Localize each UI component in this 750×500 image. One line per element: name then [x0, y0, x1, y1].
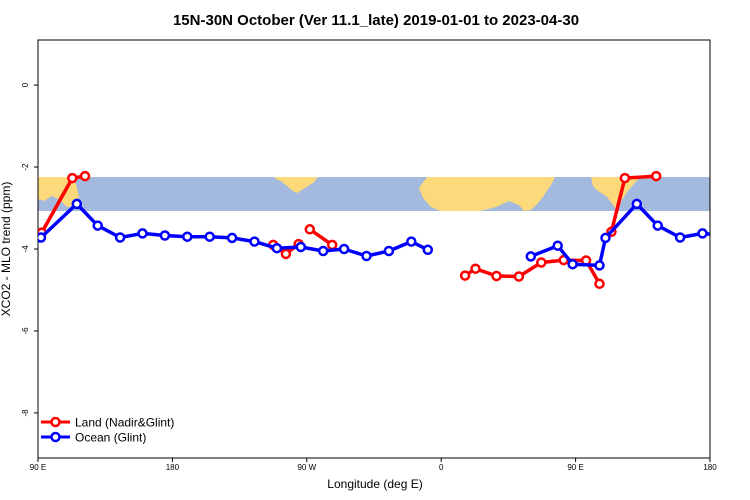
series-ocean-point — [422, 244, 434, 256]
series-ocean-point — [674, 232, 686, 243]
series-ocean-point — [600, 232, 611, 244]
x-tick-label: 0 — [439, 463, 444, 472]
series-ocean-point — [204, 231, 215, 242]
series-ocean-point — [552, 240, 563, 251]
x-axis-label: Longitude (deg E) — [327, 477, 422, 491]
plot-frame — [37, 39, 711, 459]
map-land-north-america — [274, 177, 318, 193]
legend: Land (Nadir&Glint) Ocean (Glint) — [41, 416, 174, 445]
legend-ocean-marker — [50, 431, 61, 443]
y-axis: 0 -2 -4 -6 -8 — [21, 82, 38, 416]
series-ocean-point — [652, 220, 663, 231]
series-ocean-point — [697, 228, 708, 239]
series-ocean-point — [317, 245, 329, 257]
series-ocean-point — [271, 242, 283, 254]
y-tick-label: 0 — [21, 82, 30, 87]
map-land-india — [591, 177, 640, 208]
series-ocean-point — [71, 198, 83, 210]
y-tick-label: -4 — [21, 245, 30, 253]
legend-ocean-label: Ocean (Glint) — [75, 431, 146, 445]
series-land-point — [326, 239, 338, 251]
x-tick-label: 90 E — [567, 463, 583, 472]
series-land-point — [594, 278, 605, 290]
series-ocean-point — [721, 232, 729, 240]
y-axis-label: XCO2 - MLO trend (ppm) — [0, 182, 13, 317]
series-land-point — [470, 263, 481, 274]
series-ocean-point — [226, 232, 238, 244]
series-ocean-point — [361, 250, 372, 262]
series-land-point — [304, 224, 316, 235]
series-land-point — [67, 172, 78, 184]
x-axis: 90 E 180 90 W 0 90 E 180 — [30, 458, 717, 472]
series-ocean-point — [92, 220, 103, 231]
series-land-point — [491, 270, 502, 282]
series-land-point — [79, 170, 91, 182]
y-tick-label: -2 — [21, 163, 30, 171]
series-land-point — [619, 172, 631, 184]
map-band — [38, 177, 710, 211]
series-ocean-point — [525, 251, 537, 262]
series-land-point — [650, 170, 662, 182]
series-ocean-point — [295, 241, 307, 253]
series-ocean-point — [383, 245, 395, 257]
series-land-point — [536, 257, 547, 268]
series-ocean-point — [114, 232, 126, 243]
series-ocean-point — [567, 258, 578, 270]
x-tick-label: 180 — [166, 463, 180, 472]
series-land-point — [513, 271, 525, 282]
series-ocean-point — [631, 198, 643, 210]
series-ocean-point — [38, 232, 47, 243]
series-land-point — [280, 248, 292, 260]
series-ocean-point — [338, 243, 350, 255]
x-tick-label: 90 E — [30, 463, 46, 472]
series-ocean-point — [594, 260, 605, 271]
series-ocean-point — [137, 228, 148, 239]
series-ocean — [38, 198, 729, 271]
legend-land-label: Land (Nadir&Glint) — [75, 416, 174, 430]
series-ocean-point — [182, 231, 193, 242]
legend-land-marker — [50, 416, 61, 428]
x-tick-label: 180 — [703, 463, 717, 472]
series-layer — [38, 170, 729, 290]
y-tick-label: -6 — [21, 327, 30, 335]
series-land-point — [459, 270, 471, 281]
series-ocean-line — [530, 202, 710, 268]
y-tick-label: -8 — [21, 409, 30, 417]
series-ocean-point — [406, 236, 417, 247]
map-land-africa — [419, 177, 555, 211]
x-tick-label: 90 W — [297, 463, 316, 472]
chart-title: 15N-30N October (Ver 11.1_late) 2019-01-… — [173, 12, 579, 29]
series-ocean-point — [159, 230, 171, 241]
series-ocean-point — [249, 236, 260, 247]
